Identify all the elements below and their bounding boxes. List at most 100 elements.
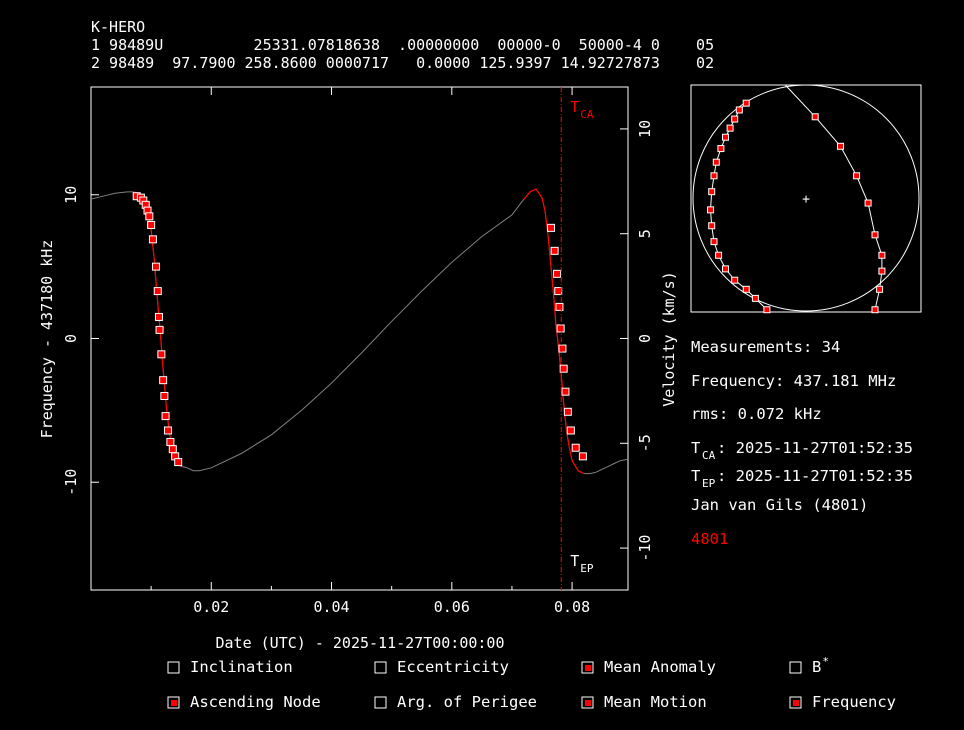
y2-tick-label: -5 — [636, 434, 654, 452]
satellite-name: K-HERO — [91, 18, 145, 36]
option-label: Ascending Node — [190, 693, 321, 711]
checkbox[interactable] — [581, 661, 594, 674]
track-point — [751, 294, 759, 302]
option-b[interactable]: B * — [789, 655, 829, 676]
track-point — [735, 106, 743, 114]
measurement-point — [556, 324, 565, 333]
track-point — [722, 265, 729, 273]
measurement-point — [160, 391, 169, 400]
site-id: 4801 — [691, 530, 728, 548]
track-point — [871, 306, 879, 314]
measurement-point — [558, 344, 567, 353]
measurement-point — [561, 387, 570, 396]
measurement-point — [154, 312, 163, 321]
measurement-point — [555, 302, 564, 311]
track-point — [837, 142, 844, 150]
track-point — [715, 251, 723, 259]
track-point — [742, 99, 750, 107]
checkbox-mark — [171, 700, 177, 706]
tep-row: T EP : 2025-11-27T01:52:35 — [691, 467, 913, 490]
sky-track-plot: + — [690, 84, 922, 314]
measurement-point — [553, 269, 562, 278]
track-point — [717, 145, 725, 153]
tep-subscript: EP — [702, 477, 716, 490]
checkbox[interactable] — [789, 661, 802, 674]
fit-curve-pass-2 — [523, 188, 585, 475]
tep-value: : 2025-11-27T01:52:35 — [717, 467, 913, 485]
measurement-count: Measurements: 34 — [691, 338, 840, 356]
track-point — [710, 172, 718, 180]
option-ascending-node[interactable]: Ascending Node — [167, 693, 321, 711]
checkbox[interactable] — [789, 696, 802, 709]
tle-line-1: 1 98489U 25331.07818638 .00000000 00000-… — [91, 36, 714, 54]
rms-value: rms: 0.072 kHz — [691, 405, 822, 423]
checkbox[interactable] — [374, 661, 387, 674]
tca-value: : 2025-11-27T01:52:35 — [717, 439, 913, 457]
option-label: Arg. of Perigee — [397, 693, 537, 711]
measurement-point — [163, 426, 172, 435]
track-point — [876, 285, 884, 293]
option-superscript: * — [822, 655, 829, 668]
axis-ticks — [91, 87, 628, 590]
measurement-point — [147, 220, 156, 229]
measurement-point — [566, 426, 575, 435]
tca-label: T — [691, 439, 700, 457]
tca-subscript: CA — [702, 449, 716, 462]
track-point — [708, 222, 716, 230]
tep-label: T — [691, 467, 700, 485]
y2-tick-label: 10 — [636, 120, 654, 138]
measurement-point — [157, 350, 166, 359]
observer-name: Jan van Gils (4801) — [691, 496, 868, 514]
plot-frame — [90, 86, 629, 591]
ground-track-2 — [784, 84, 883, 310]
tca-row: T CA : 2025-11-27T01:52:35 — [691, 439, 913, 462]
option-mean-anomaly[interactable]: Mean Anomaly — [581, 658, 716, 676]
measurement-point — [148, 235, 157, 244]
checkbox[interactable] — [167, 696, 180, 709]
track-point — [878, 267, 886, 275]
option-label: B — [812, 658, 821, 676]
measurement-point — [550, 246, 559, 255]
checkbox-mark — [793, 700, 799, 706]
zenith-marker: + — [802, 192, 810, 207]
track-point — [731, 115, 739, 123]
track-point — [712, 158, 720, 166]
option-mean-motion[interactable]: Mean Motion — [581, 693, 707, 711]
x-tick-label: 0.04 — [313, 598, 349, 616]
x-tick-label: 0.08 — [554, 598, 590, 616]
measurement-point — [571, 443, 580, 452]
x-tick-label: 0.02 — [193, 598, 229, 616]
tle-line-2: 2 98489 97.7900 258.8600 0000717 0.0000 … — [91, 54, 714, 72]
checkbox-mark — [585, 665, 591, 671]
tep-marker-subscript: EP — [580, 562, 594, 575]
option-label: Mean Motion — [604, 693, 707, 711]
option-label: Inclination — [190, 658, 293, 676]
track-point — [878, 251, 886, 259]
measurement-point — [151, 262, 160, 271]
track-point — [871, 231, 879, 239]
option-inclination[interactable]: Inclination — [167, 658, 293, 676]
checkbox[interactable] — [374, 696, 387, 709]
x-tick-label: 0.06 — [434, 598, 470, 616]
measurement-point — [554, 287, 563, 296]
measurement-point — [578, 452, 587, 461]
track-point — [811, 113, 819, 121]
info-panel: Measurements: 34 Frequency: 437.181 MHz … — [691, 338, 913, 548]
measurement-point — [155, 325, 164, 334]
track-point — [726, 124, 734, 132]
track-point — [742, 285, 750, 293]
track-point — [707, 206, 715, 214]
option-arg-of-perigee[interactable]: Arg. of Perigee — [374, 693, 537, 711]
option-eccentricity[interactable]: Eccentricity — [374, 658, 509, 676]
measurement-point — [166, 437, 175, 446]
tep-marker-label: T — [570, 552, 579, 570]
option-frequency[interactable]: Frequency — [789, 693, 896, 711]
measurement-point — [559, 364, 568, 373]
measurement-point — [563, 407, 572, 416]
tca-marker-subscript: CA — [580, 108, 594, 121]
checkbox[interactable] — [581, 696, 594, 709]
measurement-point — [547, 223, 556, 232]
checkbox[interactable] — [167, 661, 180, 674]
